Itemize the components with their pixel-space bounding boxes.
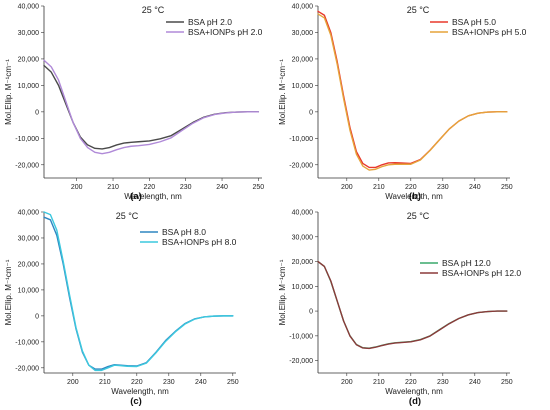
y-tick-label: 20,000: [18, 261, 40, 268]
y-tick-label: -10,000: [289, 136, 313, 143]
x-tick-label: 210: [107, 184, 119, 191]
x-tick-label: 210: [99, 379, 111, 386]
y-tick-label: 0: [309, 309, 313, 316]
legend-label: BSA pH 5.0: [452, 17, 496, 27]
y-tick-label: 20,000: [292, 56, 314, 63]
y-tick-label: 10,000: [18, 83, 40, 90]
x-axis-label: Wavelength, nm: [385, 387, 443, 396]
x-axis-label: Wavelength, nm: [111, 387, 169, 396]
x-tick-label: 200: [341, 379, 353, 386]
panel-title: 25 °C: [407, 5, 430, 15]
x-tick-label: 250: [253, 184, 265, 191]
x-tick-label: 210: [373, 184, 385, 191]
panel-caption: (d): [409, 396, 421, 407]
y-tick-label: 30,000: [18, 235, 40, 242]
y-tick-label: 30,000: [18, 30, 40, 37]
y-tick-label: 20,000: [292, 259, 314, 266]
x-tick-label: 220: [405, 379, 417, 386]
x-tick-label: 250: [227, 379, 239, 386]
x-tick-label: 240: [469, 184, 481, 191]
x-tick-label: 230: [180, 184, 192, 191]
x-tick-label: 200: [67, 379, 79, 386]
y-axis-label: Mol.Ellip. M⁻¹cm⁻¹: [278, 59, 287, 125]
panel-caption: (a): [130, 191, 142, 202]
x-tick-label: 240: [469, 379, 481, 386]
y-tick-label: 0: [35, 109, 39, 116]
y-tick-label: 30,000: [292, 30, 314, 37]
y-tick-label: 10,000: [18, 287, 40, 294]
y-tick-label: 10,000: [292, 284, 314, 291]
x-tick-label: 220: [131, 379, 143, 386]
y-axis-label: Mol.Ellip. M⁻¹cm⁻¹: [278, 259, 287, 325]
y-tick-label: 40,000: [18, 4, 40, 11]
y-tick-label: 0: [35, 313, 39, 320]
panel-title: 25 °C: [142, 5, 165, 15]
y-tick-label: 20,000: [18, 56, 40, 63]
y-tick-label: -20,000: [15, 162, 39, 169]
x-tick-label: 230: [437, 184, 449, 191]
y-tick-label: 0: [309, 109, 313, 116]
legend-label: BSA pH 2.0: [188, 17, 232, 27]
y-tick-label: 30,000: [292, 234, 314, 241]
legend-label: BSA+IONPs pH 5.0: [452, 27, 527, 37]
panel-caption: (b): [409, 191, 421, 202]
x-tick-label: 230: [163, 379, 175, 386]
chart-panel: -20,000 -10,000 0 10,000 20,000 30,000 40,000 2…: [4, 4, 264, 203]
chart-panel: -20,000 -10,000 0 10,000 20,000 30,000 40,000 2…: [278, 4, 527, 203]
x-tick-label: 210: [373, 379, 385, 386]
legend-label: BSA+IONPs pH 2.0: [188, 27, 263, 37]
x-tick-label: 250: [501, 379, 513, 386]
y-axis-label: Mol.Ellip. M⁻¹cm⁻¹: [4, 59, 13, 125]
x-tick-label: 220: [144, 184, 156, 191]
y-tick-label: 40,000: [292, 210, 314, 217]
y-tick-label: -20,000: [15, 365, 39, 372]
x-tick-label: 240: [216, 184, 228, 191]
series-line: [43, 211, 234, 372]
y-axis-label: Mol.Ellip. M⁻¹cm⁻¹: [4, 259, 13, 325]
y-tick-label: 40,000: [292, 4, 314, 11]
x-tick-label: 250: [501, 184, 513, 191]
panel-title: 25 °C: [116, 211, 139, 221]
legend-label: BSA+IONPs pH 8.0: [162, 237, 237, 247]
y-tick-label: -10,000: [289, 333, 313, 340]
x-tick-label: 230: [437, 379, 449, 386]
x-axis-label: Wavelength, nm: [124, 192, 182, 201]
x-tick-label: 200: [71, 184, 83, 191]
y-tick-label: -20,000: [289, 162, 313, 169]
chart-panel: -20,000 -10,000 0 10,000 20,000 30,000 40,000 2…: [4, 210, 239, 408]
series-line: [317, 13, 508, 171]
chart-panel: -20,000 -10,000 0 10,000 20,000 30,000 40,000 2…: [278, 210, 521, 408]
legend-label: BSA+IONPs pH 12.0: [442, 268, 521, 278]
x-axis-label: Wavelength, nm: [385, 192, 443, 201]
x-tick-label: 220: [405, 184, 417, 191]
series-line: [43, 59, 260, 155]
y-tick-label: -10,000: [15, 339, 39, 346]
legend-label: BSA pH 8.0: [162, 227, 206, 237]
x-tick-label: 240: [195, 379, 207, 386]
y-tick-label: 10,000: [292, 83, 314, 90]
x-tick-label: 200: [341, 184, 353, 191]
y-tick-label: 40,000: [18, 210, 40, 217]
panel-caption: (c): [130, 396, 142, 407]
panel-title: 25 °C: [407, 211, 430, 221]
series-line: [317, 260, 508, 350]
legend-label: BSA pH 12.0: [442, 258, 491, 268]
y-tick-label: -20,000: [289, 358, 313, 365]
y-tick-label: -10,000: [15, 136, 39, 143]
